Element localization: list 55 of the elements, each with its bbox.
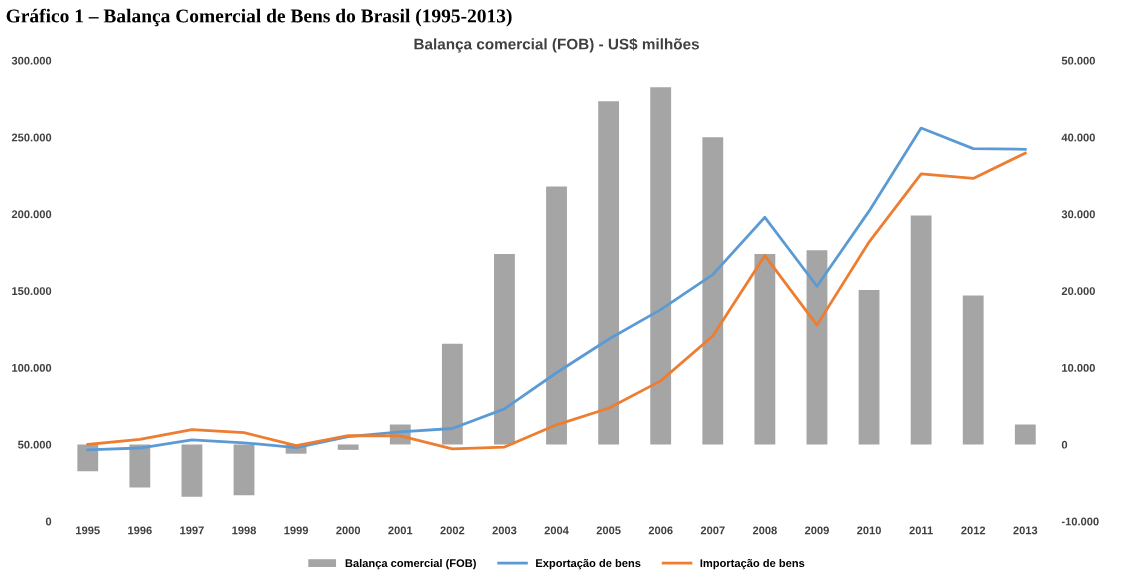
x-tick-label: 2003 [492, 526, 517, 535]
x-tick-label: 2006 [648, 526, 673, 535]
x-tick-label: 2002 [440, 526, 465, 535]
x-tick-label: 2013 [1013, 526, 1038, 535]
y2-tick-label: 20.000 [1061, 287, 1095, 296]
legend-label: Exportação de bens [536, 558, 641, 570]
bar [129, 444, 151, 488]
bar [441, 343, 463, 445]
bar [77, 444, 99, 472]
legend-label: Importação de bens [700, 558, 805, 570]
x-tick-label: 2000 [336, 526, 361, 535]
bar [806, 250, 828, 445]
bar [1014, 424, 1036, 445]
x-tick-label: 1999 [284, 526, 309, 535]
legend-label: Balança comercial (FOB) [345, 558, 476, 570]
bar [337, 444, 359, 450]
x-tick-label: 2004 [544, 526, 569, 535]
x-tick-label: 2008 [752, 526, 777, 535]
y2-tick-label: -10.000 [1061, 517, 1099, 526]
bar [962, 295, 984, 445]
x-tick-label: 2011 [909, 526, 933, 535]
y-tick-label: 200.000 [11, 210, 52, 219]
y2-tick-label: 30.000 [1061, 210, 1095, 219]
y2-tick-label: 10.000 [1062, 363, 1095, 372]
y-tick-label: 250.000 [11, 133, 52, 142]
text: Gráfico 1 – Balança Comercial de Bens do Brasil (1995-2013) [6, 8, 512, 27]
x-tick-label: 1996 [128, 526, 152, 535]
x-tick-label: 2012 [961, 526, 986, 535]
bar [910, 215, 932, 445]
x-tick-label: 2007 [700, 526, 725, 535]
bar [650, 87, 672, 445]
bar [181, 444, 203, 497]
bar [494, 254, 515, 445]
y-tick-label: 0 [45, 517, 52, 526]
x-tick-label: 2005 [596, 526, 621, 535]
y2-tick-label: 40.000 [1061, 133, 1095, 142]
y-tick-label: 300.000 [11, 56, 52, 65]
bar [858, 290, 880, 445]
y-tick-label: 150.000 [12, 287, 52, 296]
bar [754, 254, 776, 445]
bar [546, 186, 567, 445]
x-tick-label: 1995 [76, 526, 100, 535]
x-tick-label: 1997 [180, 526, 204, 535]
bar [702, 137, 724, 445]
y2-tick-label: 0 [1061, 440, 1068, 449]
chart-title: Balança comercial (FOB) - US$ milhões [414, 38, 699, 53]
x-tick-label: 2001 [388, 526, 413, 535]
x-tick-label: 2009 [804, 526, 829, 535]
bar [598, 101, 620, 445]
bar [233, 444, 255, 496]
y-tick-label: 50.000 [18, 440, 52, 449]
x-tick-label: 2010 [857, 526, 881, 535]
y-tick-label: 100.000 [12, 363, 52, 372]
x-tick-label: 1998 [232, 526, 257, 535]
y2-tick-label: 50.000 [1061, 56, 1095, 65]
